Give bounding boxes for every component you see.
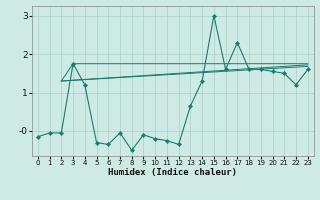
X-axis label: Humidex (Indice chaleur): Humidex (Indice chaleur)	[108, 168, 237, 177]
